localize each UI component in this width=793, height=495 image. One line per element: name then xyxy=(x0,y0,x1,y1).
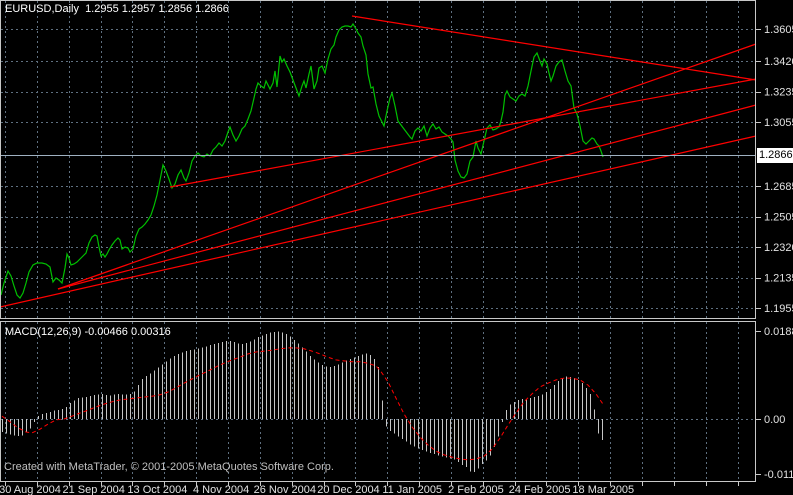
macd-pane-border xyxy=(0,321,756,482)
macd-signal-line xyxy=(1,347,604,461)
price-axis-label: 1.1955 xyxy=(764,303,793,315)
date-axis-label: 13 Oct 2004 xyxy=(127,484,187,495)
copyright-text: Created with MetaTrader, © 2001-2005 Met… xyxy=(4,461,334,473)
date-axis-label: 4 Nov 2004 xyxy=(193,484,249,495)
trend-line[interactable] xyxy=(57,43,757,290)
trend-line[interactable] xyxy=(169,78,757,188)
trend-line[interactable] xyxy=(57,104,757,290)
date-axis-label: 24 Feb 2005 xyxy=(509,484,571,495)
price-axis-label: 1.2320 xyxy=(764,242,793,254)
price-pane-border xyxy=(0,0,756,319)
date-axis-label: 18 Mar 2005 xyxy=(572,484,634,495)
price-axis-label: 1.3235 xyxy=(764,87,793,99)
date-axis-label: 20 Dec 2004 xyxy=(317,484,379,495)
trend-line[interactable] xyxy=(0,135,757,308)
macd-indicator-label: MACD(12,26,9) -0.00466 0.00316 xyxy=(5,326,171,338)
price-line xyxy=(0,22,604,299)
current-price-label: 1.2866 xyxy=(757,148,793,163)
date-axis-label: 26 Nov 2004 xyxy=(254,484,316,495)
macd-axis-label: 0.00 xyxy=(764,414,785,426)
date-axis-label: 30 Aug 2004 xyxy=(0,484,61,495)
price-axis-label: 1.2135 xyxy=(764,273,793,285)
price-axis-label: 1.3420 xyxy=(764,56,793,68)
date-axis-label: 2 Feb 2005 xyxy=(448,484,504,495)
trend-line[interactable] xyxy=(351,15,757,81)
macd-axis-label: -0.01188 xyxy=(764,469,793,481)
macd-axis-label: 0.01883 xyxy=(764,326,793,338)
price-axis-label: 1.2505 xyxy=(764,212,793,224)
price-axis-label: 1.3055 xyxy=(764,117,793,129)
price-axis-label: 1.2685 xyxy=(764,181,793,193)
chart-title: EURUSD,Daily 1.2955 1.2957 1.2856 1.2866 xyxy=(5,3,229,15)
date-axis-label: 11 Jan 2005 xyxy=(382,484,442,495)
price-axis-label: 1.3605 xyxy=(764,24,793,36)
date-axis-label: 21 Sep 2004 xyxy=(63,484,125,495)
